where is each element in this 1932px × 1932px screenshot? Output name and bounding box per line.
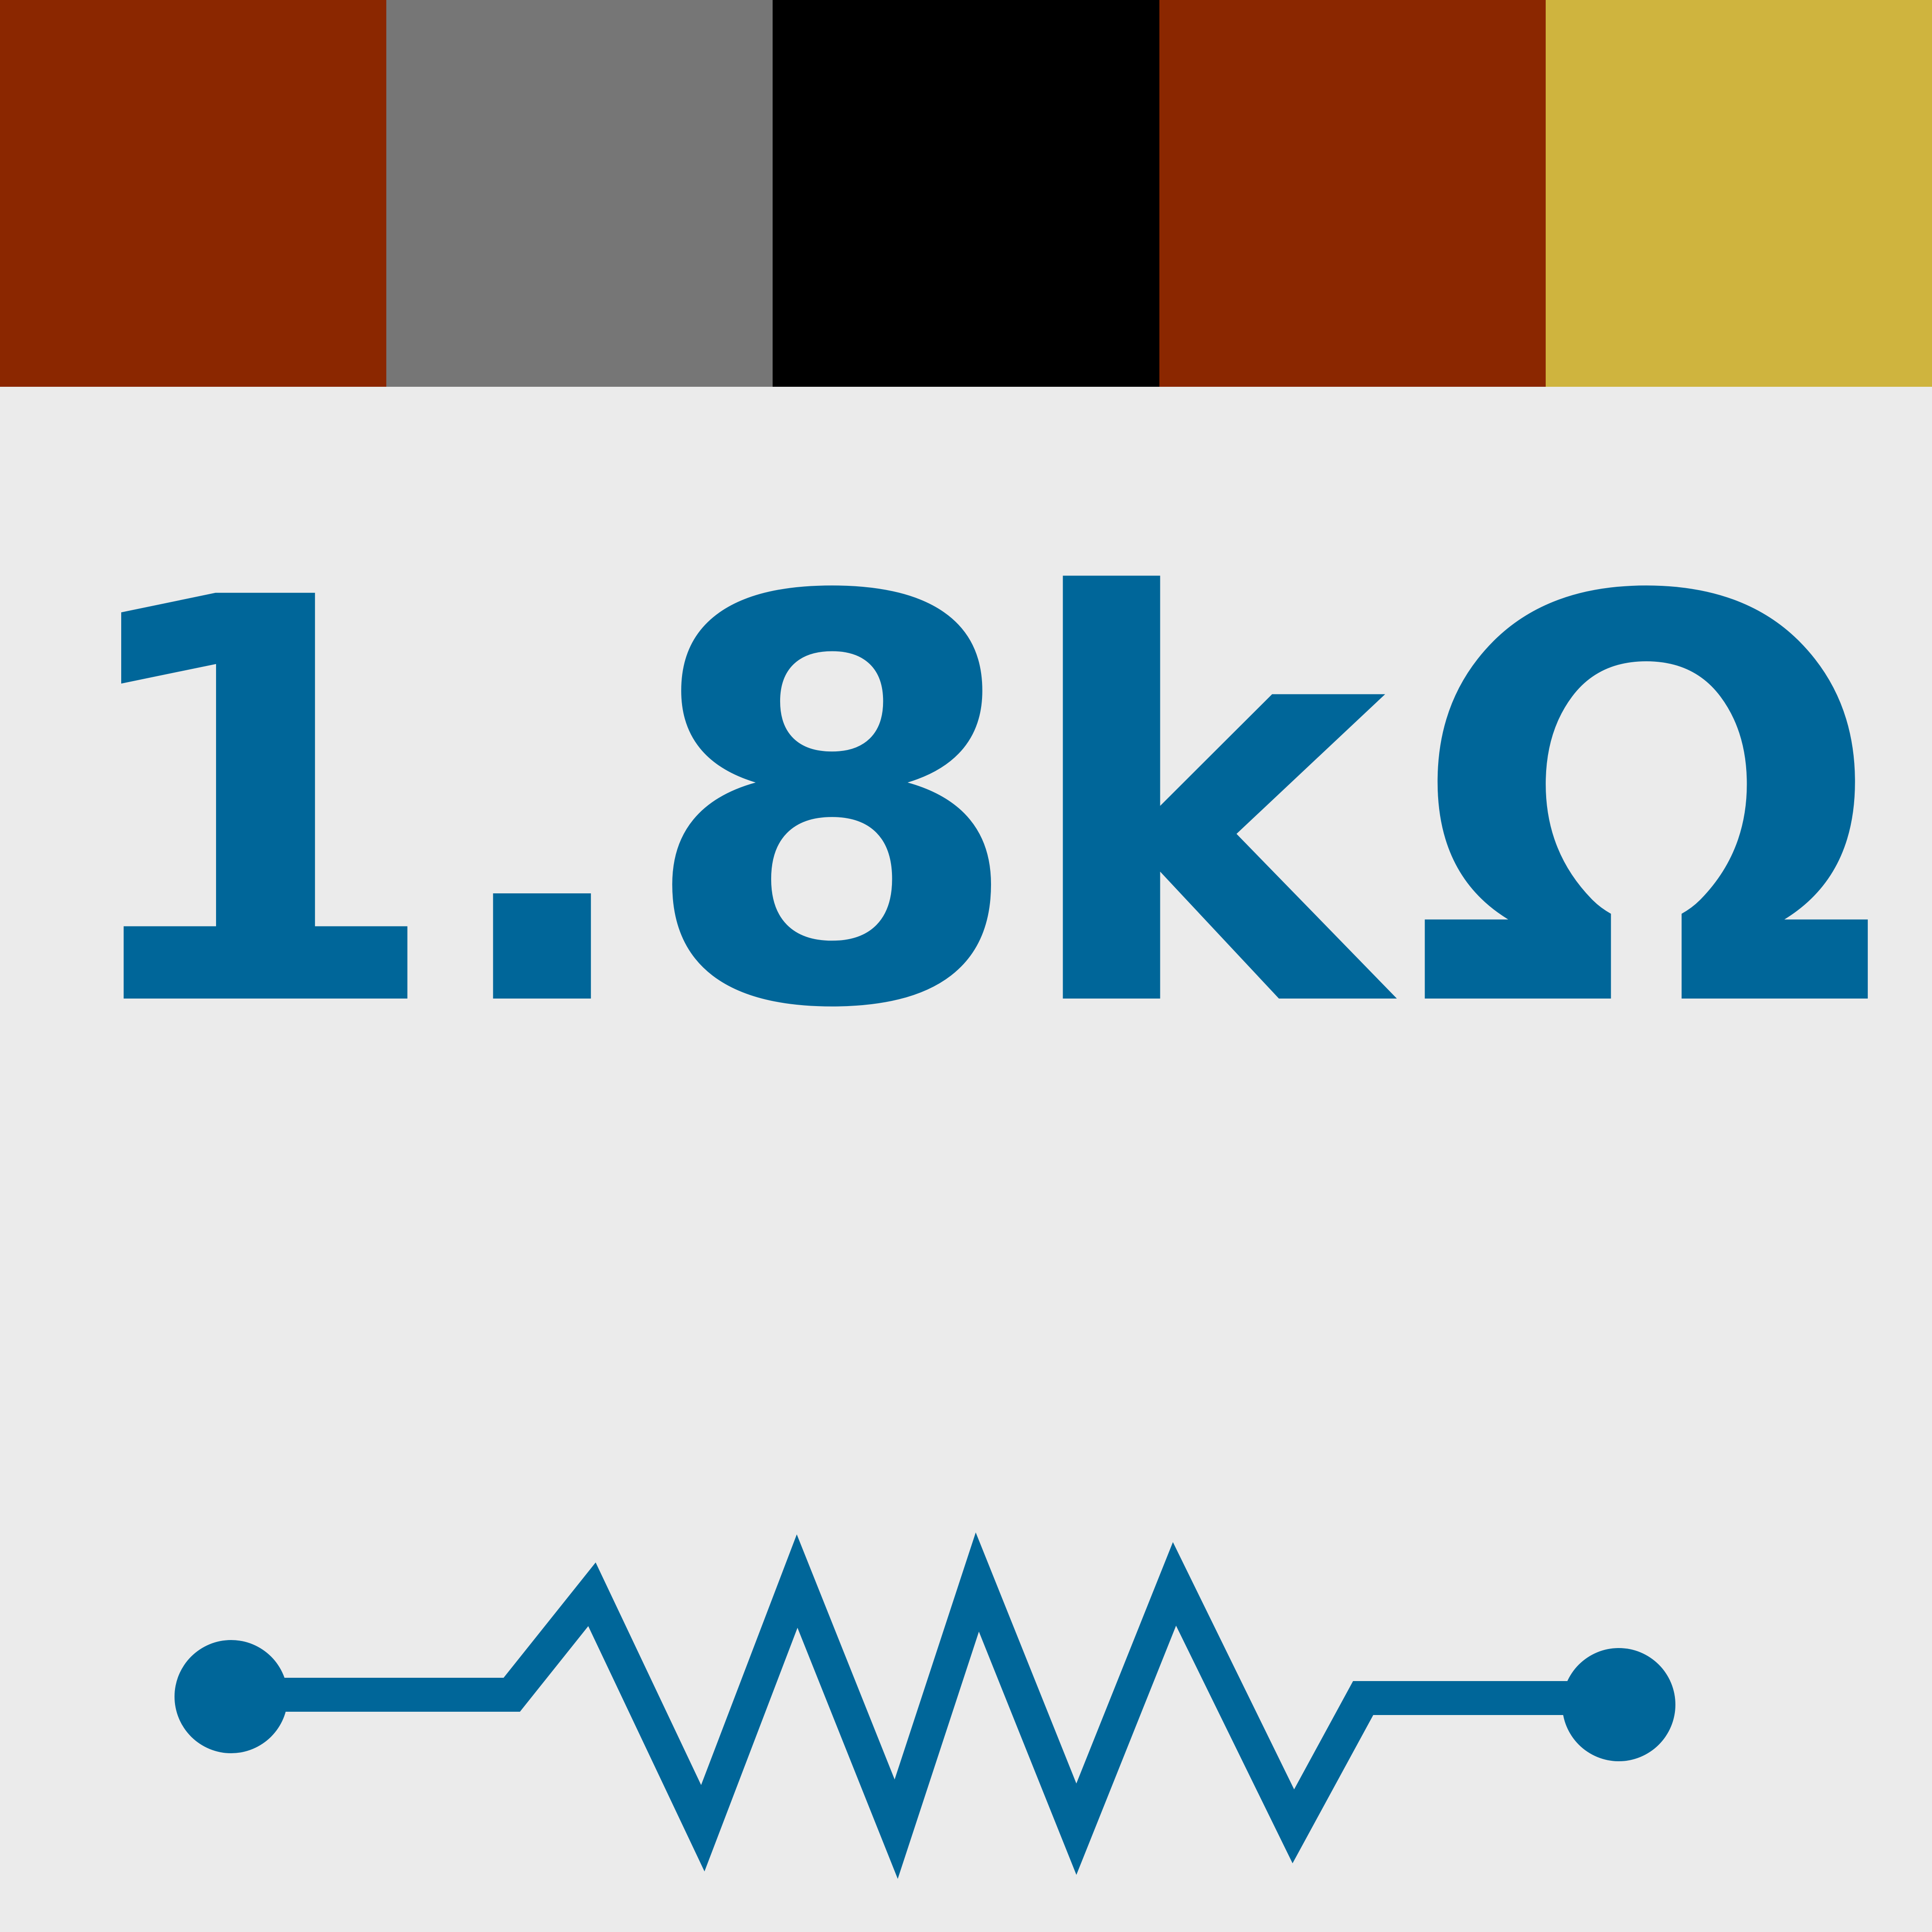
left-terminal-icon [175,1640,288,1753]
band-3 [773,0,1159,387]
band-5 [1545,0,1932,387]
resistance-number: 1.8k [58,483,1386,1130]
right-terminal-icon [1562,1648,1675,1761]
resistor-zigzag-icon [264,1532,1585,1879]
ohm-symbol: Ω [1409,483,1883,1130]
band-4 [1159,0,1546,387]
resistance-value: 1.8k Ω [0,528,1932,1085]
band-2 [386,0,773,387]
resistor-symbol-icon [175,1532,1675,1879]
color-bands [0,0,1932,387]
band-1 [0,0,387,387]
